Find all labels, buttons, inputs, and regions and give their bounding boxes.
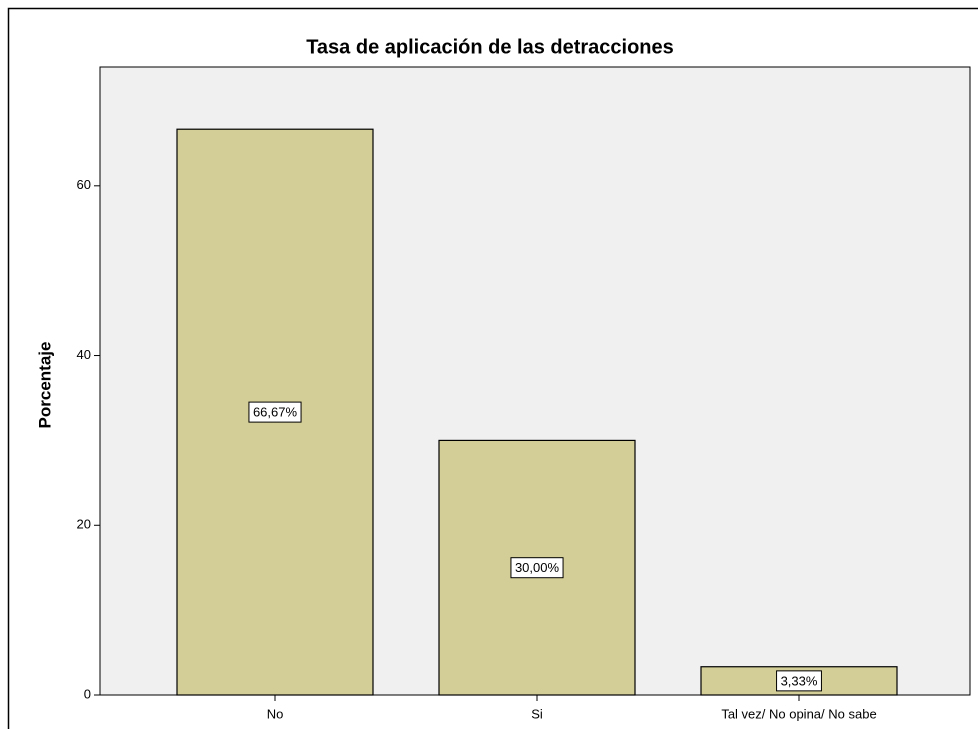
x-tick-label: Tal vez/ No opina/ No sabe: [721, 706, 876, 721]
y-axis-label: Porcentaje: [35, 342, 54, 429]
value-label: 66,67%: [253, 405, 298, 420]
y-tick-label: 20: [77, 517, 91, 532]
y-tick-label: 60: [77, 177, 91, 192]
x-tick-label: Si: [531, 706, 543, 721]
value-label-box: [776, 670, 822, 692]
chart-title: Tasa de aplicación de las detracciones: [306, 36, 674, 58]
value-label: 3,33%: [781, 673, 818, 688]
frame: [7, 7, 978, 729]
y-tick-label: 40: [77, 347, 91, 362]
value-label: 30,00%: [515, 560, 560, 575]
value-label-box: [248, 401, 302, 423]
value-label-box: [510, 557, 564, 579]
y-tick-label: 0: [84, 686, 91, 701]
x-tick-label: No: [267, 706, 284, 721]
